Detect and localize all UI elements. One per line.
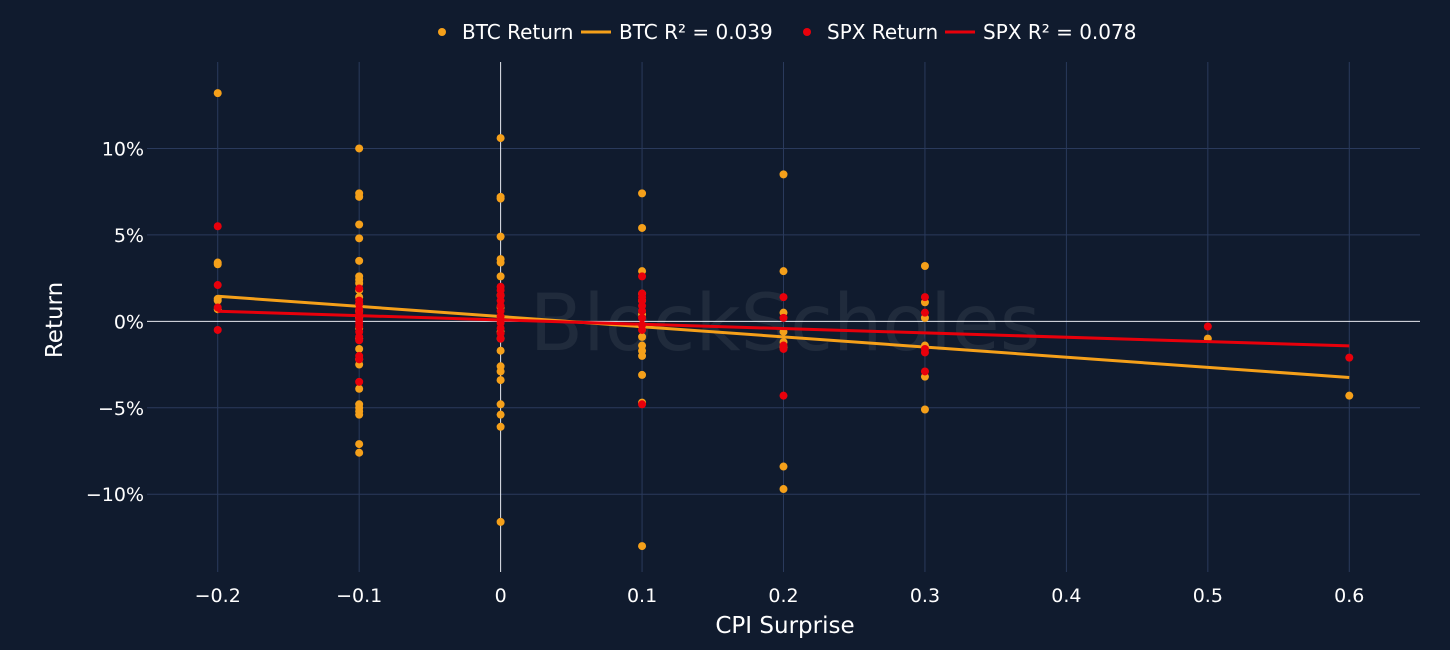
y-axis-ticks: −10% −5% 0% 5% 10% <box>86 138 144 506</box>
data-point <box>213 296 222 305</box>
legend[interactable]: BTC Return BTC R² = 0.039 SPX Return SPX R²… <box>438 20 1136 44</box>
data-point <box>213 325 222 334</box>
legend-label: BTC Return <box>462 20 573 44</box>
x-tick-label: 0.1 <box>627 585 657 607</box>
x-tick-label: 0.5 <box>1193 585 1223 607</box>
data-point <box>638 223 647 232</box>
x-axis-ticks: −0.2 −0.1 0 0.1 0.2 0.3 0.4 0.5 0.6 <box>195 585 1365 607</box>
y-tick-label: −10% <box>86 484 144 506</box>
data-point <box>920 348 929 357</box>
data-point <box>355 234 364 243</box>
data-point <box>355 377 364 386</box>
data-point <box>779 293 788 302</box>
data-point <box>1345 353 1354 362</box>
y-tick-label: −5% <box>98 398 144 420</box>
legend-item[interactable]: SPX Return <box>803 20 938 44</box>
x-tick-label: 0.6 <box>1334 585 1364 607</box>
data-point <box>496 194 505 203</box>
data-point <box>496 422 505 431</box>
data-point <box>779 462 788 471</box>
data-point <box>213 260 222 269</box>
data-point <box>355 355 364 364</box>
data-point <box>355 144 364 153</box>
data-point <box>920 308 929 317</box>
data-point <box>638 351 647 360</box>
data-point <box>355 284 364 293</box>
data-point <box>920 293 929 302</box>
data-point <box>213 89 222 98</box>
data-point <box>638 370 647 379</box>
legend-label: SPX Return <box>827 20 938 44</box>
data-point <box>355 410 364 419</box>
series-line <box>217 294 1350 380</box>
data-point <box>496 134 505 143</box>
legend-label: SPX R² = 0.078 <box>983 20 1136 44</box>
data-point <box>355 448 364 457</box>
y-tick-label: 5% <box>114 225 144 247</box>
data-point <box>213 222 222 231</box>
data-point <box>638 332 647 341</box>
trend-line <box>217 294 1350 380</box>
x-tick-label: 0.4 <box>1051 585 1081 607</box>
data-point <box>355 440 364 449</box>
data-point <box>920 367 929 376</box>
y-axis-title: Return <box>42 282 68 358</box>
data-point <box>355 256 364 265</box>
data-point <box>638 189 647 198</box>
data-point <box>496 346 505 355</box>
legend-marker <box>438 28 446 36</box>
data-point <box>779 391 788 400</box>
legend-item[interactable]: BTC R² = 0.039 <box>581 20 773 44</box>
data-point <box>496 376 505 385</box>
data-point <box>920 405 929 414</box>
series <box>213 89 1354 551</box>
data-point <box>779 170 788 179</box>
data-point <box>638 313 647 322</box>
data-point <box>496 272 505 281</box>
data-point <box>638 325 647 334</box>
x-tick-label: 0.3 <box>910 585 940 607</box>
legend-item[interactable]: SPX R² = 0.078 <box>945 20 1136 44</box>
data-point <box>496 410 505 419</box>
x-axis-title: CPI Surprise <box>715 613 854 639</box>
data-point <box>638 306 647 315</box>
x-tick-label: 0 <box>495 585 507 607</box>
series-line <box>217 309 1350 348</box>
data-point <box>638 542 647 551</box>
data-point <box>779 313 788 322</box>
data-point <box>355 192 364 201</box>
data-point <box>779 344 788 353</box>
series-scatter <box>213 222 1354 409</box>
data-point <box>496 367 505 376</box>
data-point <box>355 344 364 353</box>
x-tick-label: −0.1 <box>336 585 382 607</box>
y-tick-label: 0% <box>114 311 144 333</box>
data-point <box>496 232 505 241</box>
data-point <box>638 400 647 409</box>
data-point <box>355 384 364 393</box>
data-point <box>213 303 222 312</box>
data-point <box>496 258 505 267</box>
legend-marker <box>803 28 811 36</box>
x-tick-label: 0.2 <box>768 585 798 607</box>
data-point <box>496 334 505 343</box>
data-point <box>355 336 364 345</box>
data-point <box>213 281 222 290</box>
data-point <box>1345 391 1354 400</box>
data-point <box>779 267 788 276</box>
legend-item[interactable]: BTC Return <box>438 20 573 44</box>
data-point <box>779 485 788 494</box>
data-point <box>496 400 505 409</box>
data-point <box>920 262 929 270</box>
legend-label: BTC R² = 0.039 <box>619 20 773 44</box>
y-tick-label: 10% <box>102 138 144 160</box>
data-point <box>496 517 505 526</box>
data-point <box>355 220 364 229</box>
trend-line <box>217 309 1350 348</box>
data-point <box>638 272 647 281</box>
x-tick-label: −0.2 <box>195 585 241 607</box>
data-point <box>1203 322 1212 331</box>
